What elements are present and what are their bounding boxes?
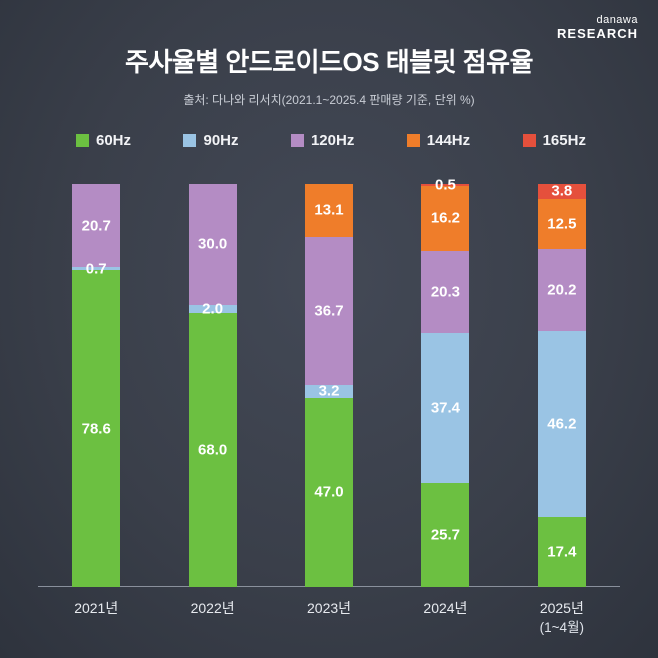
segment-value-label: 0.7 [85, 260, 107, 278]
segment-value-label: 2.0 [202, 300, 224, 318]
segment-value-label: 78.6 [81, 420, 111, 438]
legend-swatch [76, 134, 89, 147]
legend-label: 144Hz [426, 132, 471, 149]
category-label: 2025년 (1~4월) [504, 599, 620, 637]
segment-value-label: 3.8 [551, 182, 573, 200]
bar-stack: 47.0 3.2 36.7 13.1 [305, 184, 354, 587]
category-label-text: 2025년 [539, 600, 584, 616]
segment-value-label: 20.2 [547, 281, 577, 299]
segment-value-label: 36.7 [314, 302, 344, 320]
legend-label: 165Hz [542, 132, 586, 149]
legend-item: 165Hz [522, 132, 586, 149]
bar-segment: 30.0 [188, 184, 237, 305]
category-label: 2022년 [154, 599, 270, 637]
segment-value-label: 47.0 [314, 483, 344, 501]
category-axis: 2021년 2022년 2023년 2024년 2025년 (1~4월) [38, 599, 620, 637]
bar-segment: 25.7 [421, 483, 470, 587]
segment-value-label: 13.1 [314, 201, 344, 219]
bar-stack: 17.4 46.2 20.2 12.5 3.8 [537, 182, 586, 587]
logo-line-danawa: danawa [596, 14, 638, 26]
bar-segment: 20.3 [421, 250, 470, 333]
bar-stack: 78.6 0.7 20.7 [72, 184, 121, 587]
bar-column: 47.0 3.2 36.7 13.1 [271, 184, 387, 587]
category-label-text: 2024년 [423, 600, 468, 616]
category-label-text: 2021년 [74, 600, 119, 616]
segment-value-label: 20.3 [430, 283, 461, 301]
legend-item: 120Hz [290, 132, 355, 149]
legend-swatch [290, 134, 304, 147]
bar-segment: 16.2 [421, 185, 470, 251]
category-sublabel-text: (1~4월) [539, 619, 584, 635]
segment-value-label: 20.7 [81, 217, 111, 235]
category-label: 2024년 [387, 599, 503, 637]
bar-segment: 3.2 [305, 382, 354, 400]
bar-segment: 20.7 [72, 184, 121, 268]
segment-value-label: 3.2 [318, 382, 340, 400]
bar-segment: 37.4 [421, 332, 470, 484]
bar-segment: 78.6 [72, 270, 121, 587]
segment-value-label: 46.2 [547, 415, 577, 433]
legend-item: 60Hz [76, 132, 131, 149]
legend-swatch [406, 134, 420, 147]
legend-label: 60Hz [96, 132, 132, 149]
segment-value-label: 37.4 [430, 399, 461, 417]
bar-stack: 68.0 2.0 30.0 [188, 184, 237, 587]
bar-segment: 47.0 [305, 397, 354, 587]
legend-label: 90Hz [203, 132, 239, 149]
danawa-research-logo: danawa RESEARCH [557, 14, 638, 42]
bar-segment: 13.1 [305, 184, 354, 237]
bar-column: 78.6 0.7 20.7 [38, 184, 154, 587]
bar-segment: 12.5 [537, 198, 586, 250]
logo-line-research: RESEARCH [557, 25, 638, 41]
segment-value-label: 25.7 [430, 526, 461, 544]
bar-segment: 0.7 [72, 260, 121, 277]
segment-value-label: 68.0 [198, 441, 228, 459]
bar-segment: 0.5 [421, 176, 470, 193]
stacked-bar-chart: 78.6 0.7 20.7 68.0 2.0 30.0 47.0 3.2 36.7 13.1 25.… [38, 176, 620, 637]
bar-segment: 17.4 [537, 516, 586, 587]
legend-item: 90Hz [183, 132, 239, 149]
segment-value-label: 30.0 [198, 235, 228, 253]
bar-segment: 20.2 [537, 249, 586, 331]
bar-column: 17.4 46.2 20.2 12.5 3.8 [504, 182, 620, 587]
category-label-text: 2023년 [307, 600, 352, 616]
bar-segment: 2.0 [188, 300, 237, 317]
source-note: 출처: 다나와 리서치(2021.1~2025.4 판매량 기준, 단위 %) [183, 93, 475, 107]
segment-value-label: 17.4 [547, 543, 577, 561]
legend-swatch [522, 134, 536, 147]
legend-swatch [183, 134, 197, 147]
legend-label: 120Hz [310, 132, 355, 149]
bar-column: 25.7 37.4 20.3 16.2 0.5 [387, 176, 503, 587]
category-label: 2021년 [38, 599, 154, 637]
category-label-text: 2022년 [190, 600, 235, 616]
bar-segment: 68.0 [188, 312, 237, 587]
bar-segment: 36.7 [305, 236, 354, 385]
bar-segment: 3.8 [537, 182, 586, 200]
bar-stack: 25.7 37.4 20.3 16.2 0.5 [421, 176, 470, 587]
bar-segment: 46.2 [537, 330, 586, 517]
category-label: 2023년 [271, 599, 387, 637]
plot-area: 78.6 0.7 20.7 68.0 2.0 30.0 47.0 3.2 36.7 13.1 25.… [38, 176, 620, 587]
segment-value-label: 12.5 [547, 215, 577, 233]
page-title: 주사율별 안드로이드OS 태블릿 점유율 [124, 47, 534, 77]
legend: 60Hz 90Hz 120Hz 144Hz 165Hz [76, 132, 586, 149]
segment-value-label: 0.5 [434, 176, 456, 194]
legend-item: 144Hz [406, 132, 471, 149]
bar-column: 68.0 2.0 30.0 [154, 184, 270, 587]
segment-value-label: 16.2 [430, 209, 461, 227]
